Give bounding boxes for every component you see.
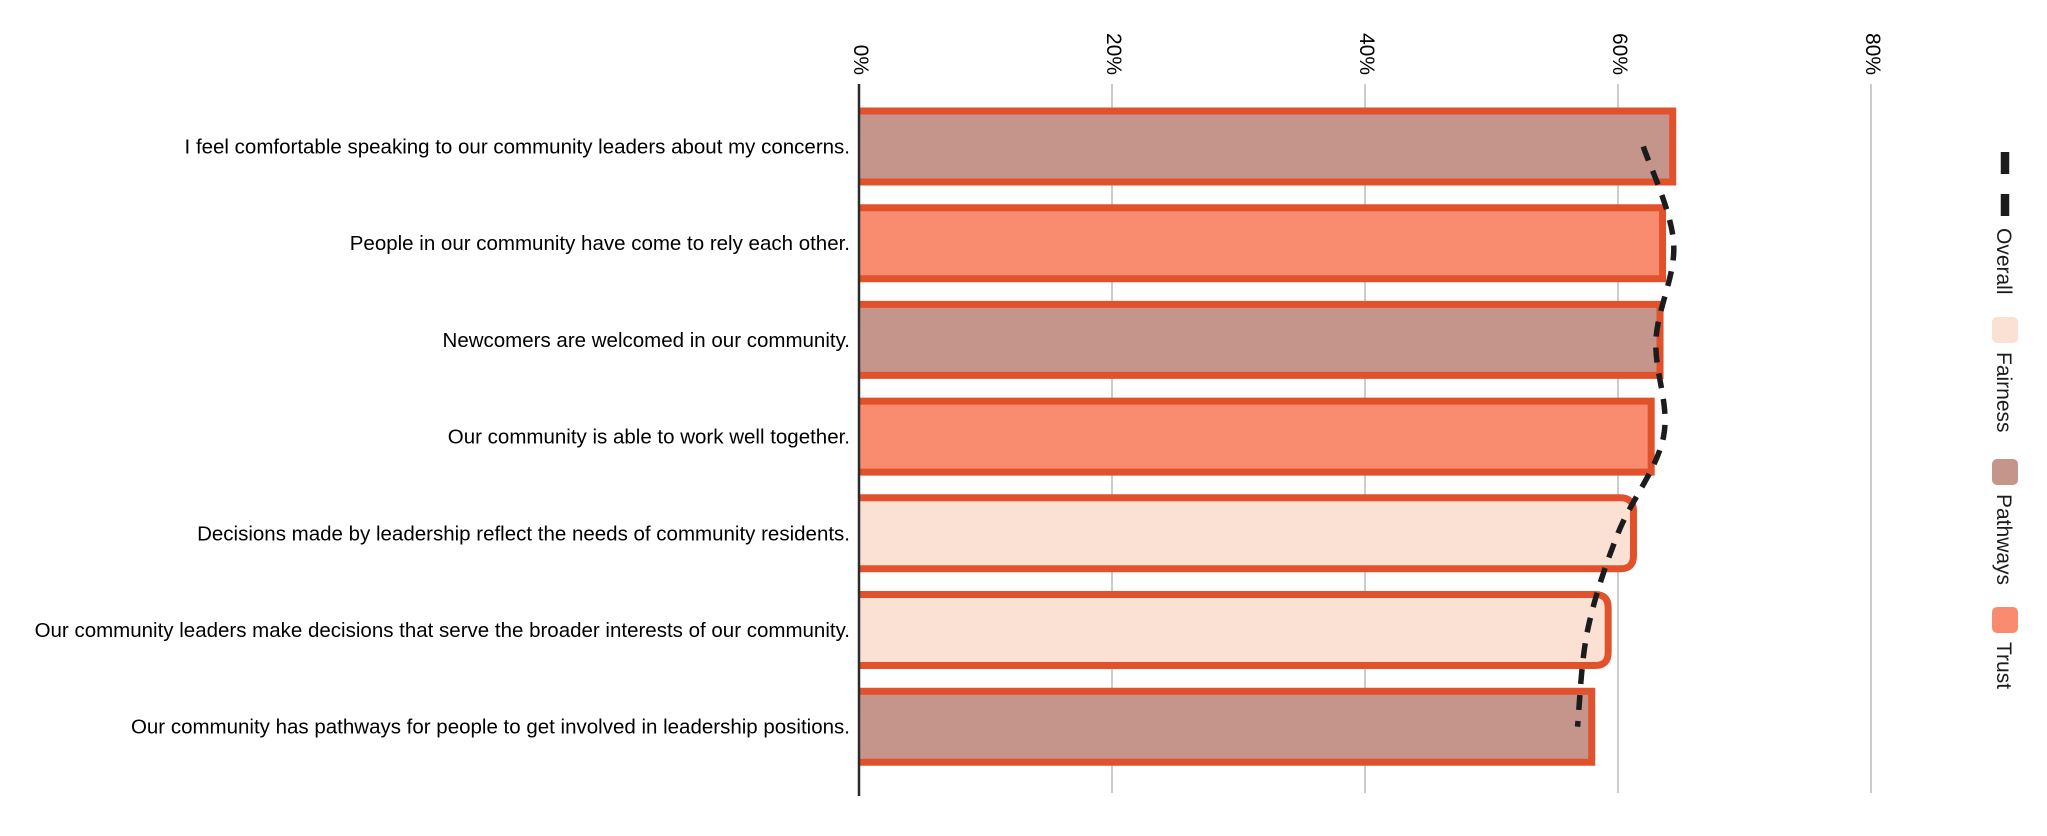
x-axis-tick-label-0pct: 0%: [849, 45, 872, 75]
x-axis-tick-label-40pct: 40%: [1355, 33, 1378, 75]
category-label-row1: I feel comfortable speaking to our commu…: [185, 136, 850, 159]
bar-pathways-row1[interactable]: [859, 107, 1677, 186]
legend-label-fairness[interactable]: Fairness: [1992, 352, 2015, 433]
x-axis-tick-label-60pct: 60%: [1608, 33, 1631, 75]
bar-pathways-row3[interactable]: [859, 300, 1664, 379]
bar-trust-row4[interactable]: [859, 397, 1655, 476]
legend-label-overall[interactable]: Overall: [1992, 228, 2015, 295]
x-axis-tick-label-80pct: 80%: [1861, 33, 1884, 75]
x-axis-tick-label-20pct: 20%: [1102, 33, 1125, 75]
legend-label-trust[interactable]: Trust: [1992, 642, 2015, 689]
category-label-row6: Our community leaders make decisions tha…: [35, 619, 850, 642]
bar-trust-row2[interactable]: [859, 204, 1667, 283]
legend-label-pathways[interactable]: Pathways: [1992, 494, 2015, 585]
category-label-row3: Newcomers are welcomed in our community.: [443, 329, 850, 352]
bar-fairness-row5[interactable]: [859, 494, 1637, 573]
overall-dashed-line: [1574, 145, 1677, 727]
legend-swatch-icon-trust: [1992, 607, 2018, 633]
category-label-row5: Decisions made by leadership reflect the…: [197, 522, 850, 545]
legend-swatch-icon-pathways: [1992, 459, 2018, 485]
bar-fairness-row6[interactable]: [859, 591, 1612, 669]
bar-pathways-row7[interactable]: [859, 687, 1596, 766]
category-label-row2: People in our community have come to rel…: [350, 232, 850, 255]
legend-swatch-icon-fairness: [1992, 317, 2018, 343]
category-label-row7: Our community has pathways for people to…: [131, 716, 850, 739]
category-label-row4: Our community is able to work well toget…: [448, 426, 850, 449]
